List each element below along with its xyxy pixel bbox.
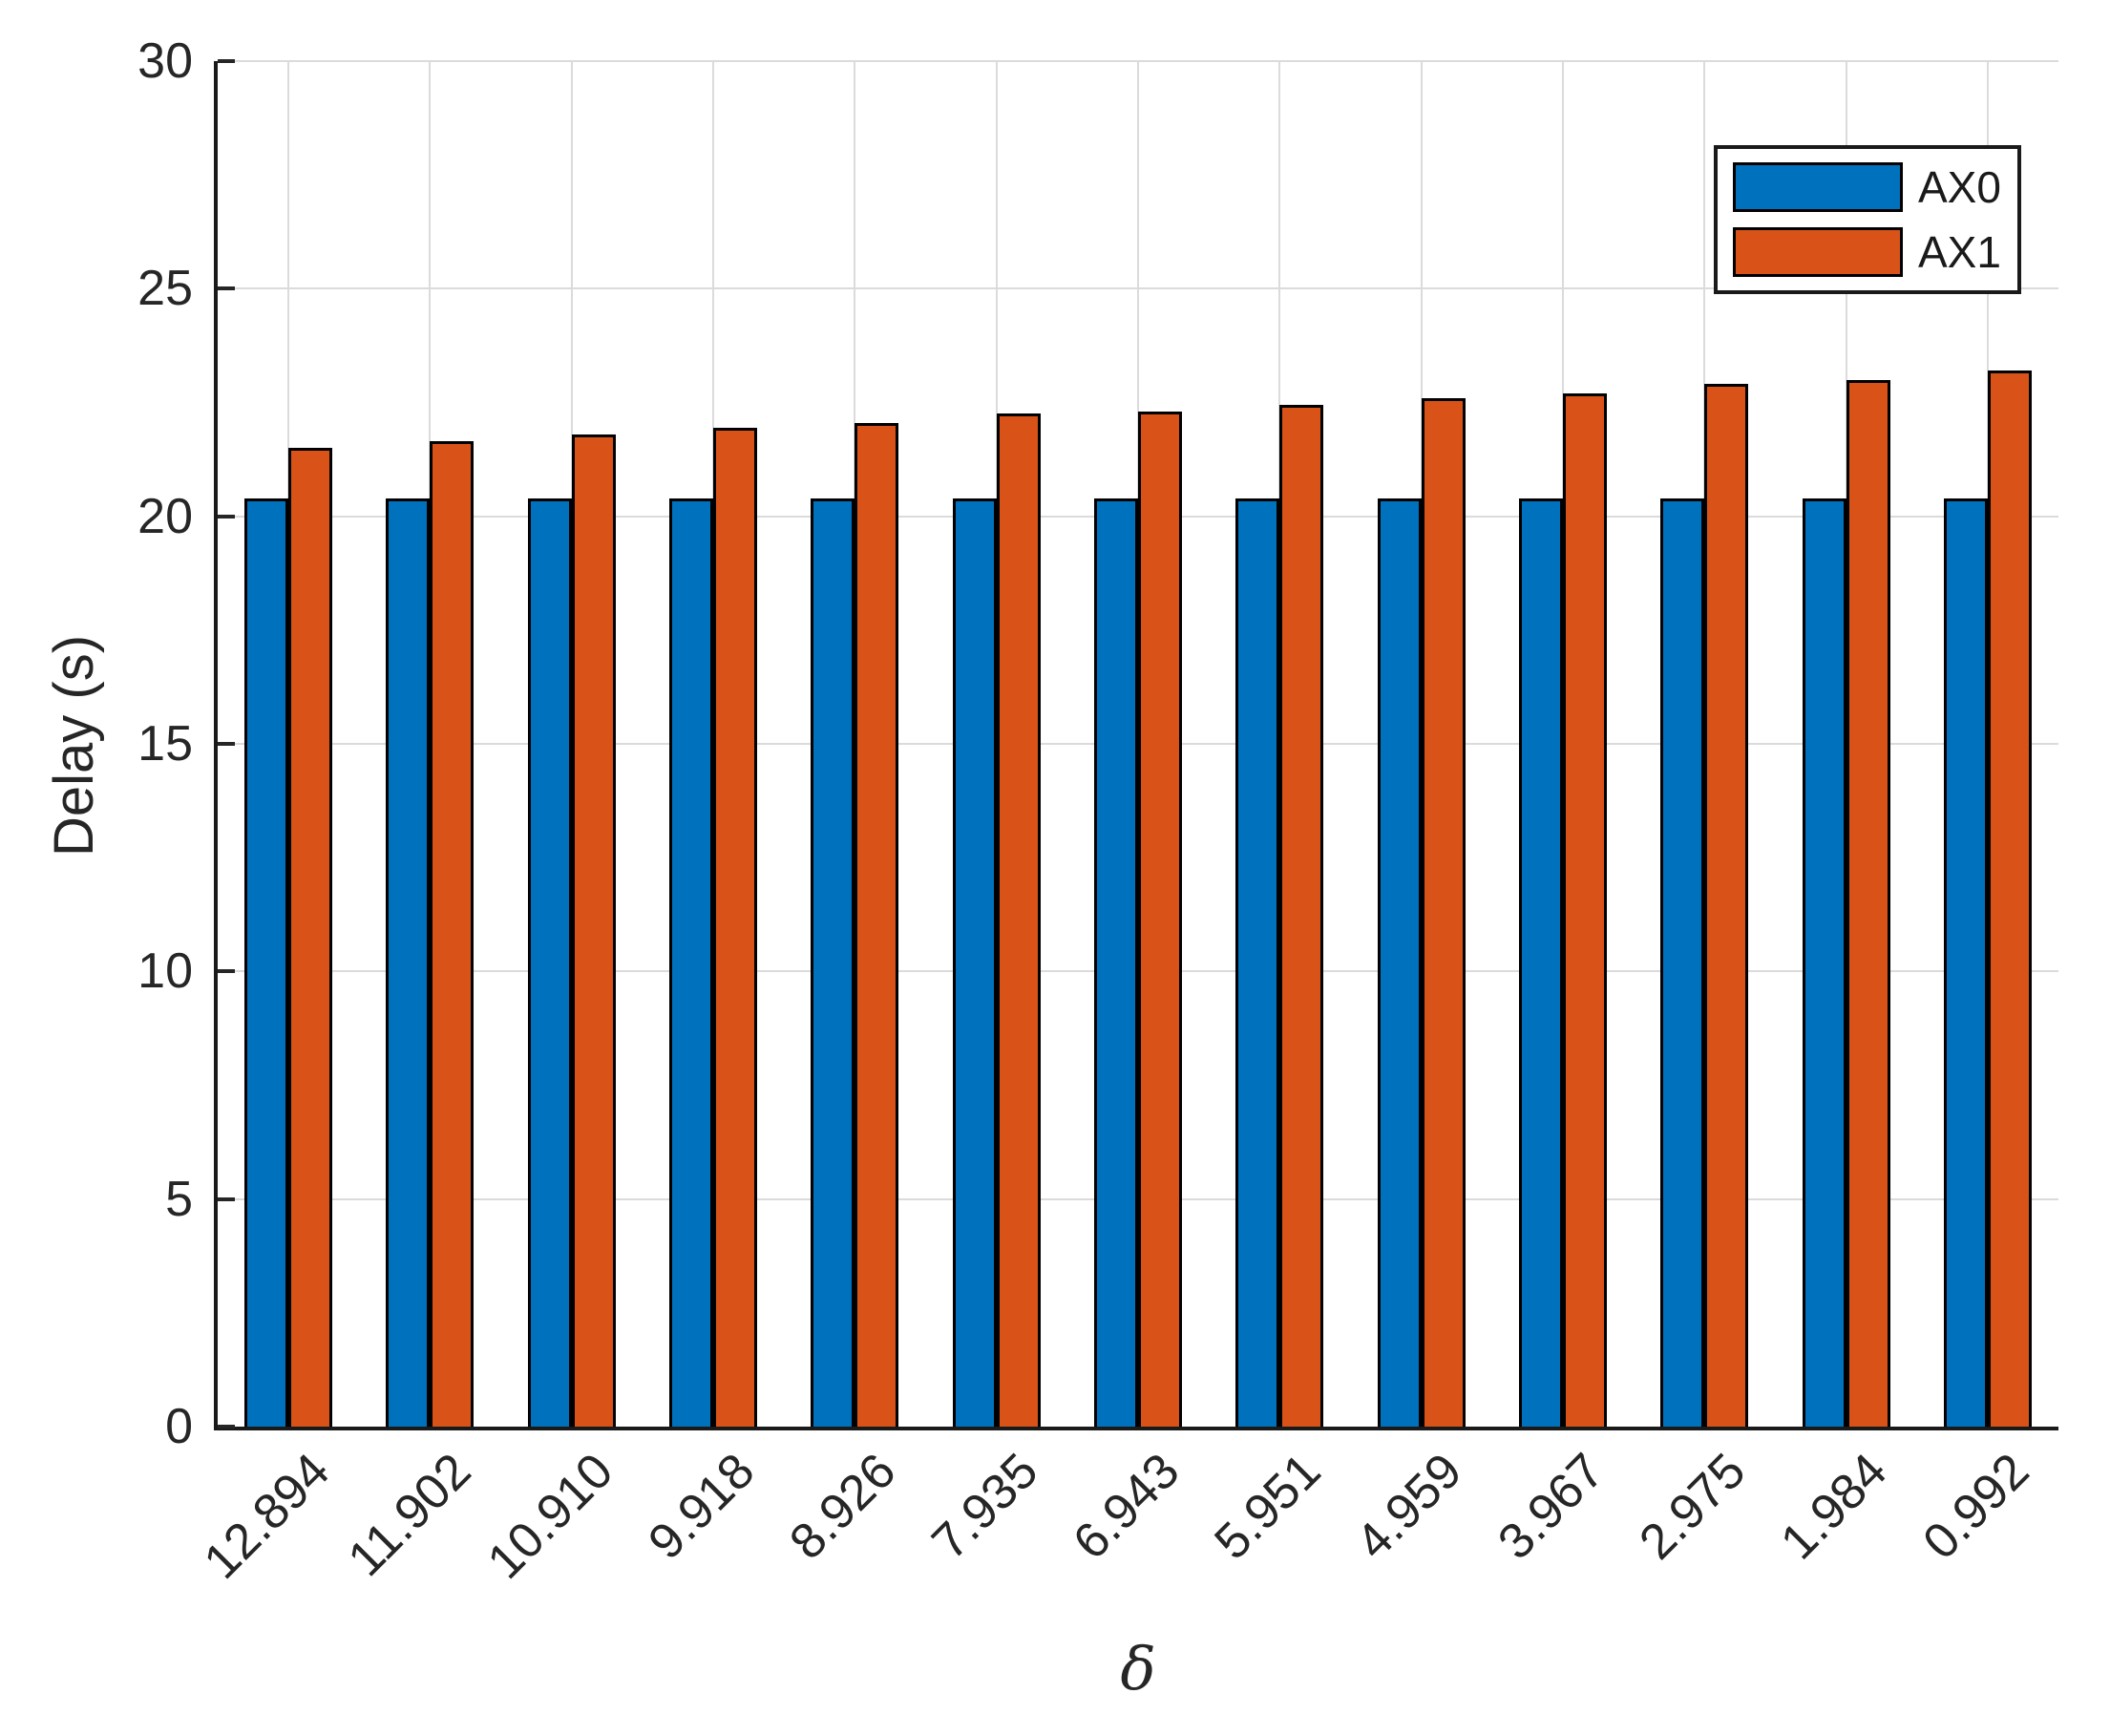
x-tick-label: 1.984 bbox=[1770, 1443, 1898, 1571]
y-tick-mark bbox=[218, 1425, 235, 1429]
y-tick-label: 15 bbox=[137, 716, 193, 772]
y-tick-label: 0 bbox=[165, 1399, 193, 1454]
bar-AX0-1.984 bbox=[1802, 498, 1846, 1427]
legend-label-ax1: AX1 bbox=[1918, 227, 2001, 277]
legend-swatch-ax0 bbox=[1733, 162, 1903, 212]
bar-AX1-5.951 bbox=[1279, 405, 1324, 1427]
x-tick-label: 12.894 bbox=[193, 1443, 341, 1590]
x-tick-label: 11.902 bbox=[338, 1443, 482, 1588]
bar-AX0-6.943 bbox=[1094, 498, 1138, 1427]
x-tick-label: 6.943 bbox=[1063, 1443, 1191, 1571]
legend-label-ax0: AX0 bbox=[1918, 162, 2001, 212]
bar-AX1-7.935 bbox=[996, 413, 1041, 1427]
y-tick-label: 30 bbox=[137, 33, 193, 89]
x-tick-label: 0.992 bbox=[1912, 1443, 2040, 1571]
x-tick-label: 9.918 bbox=[638, 1443, 766, 1571]
legend-swatch-ax1 bbox=[1733, 227, 1903, 277]
bar-AX0-3.967 bbox=[1518, 498, 1563, 1427]
x-axis-line bbox=[214, 1427, 2058, 1430]
y-tick-mark bbox=[218, 59, 235, 63]
x-tick-label: 3.967 bbox=[1488, 1443, 1615, 1571]
bar-AX0-0.992 bbox=[1943, 498, 1988, 1427]
y-tick-mark bbox=[218, 286, 235, 291]
x-tick-label: 4.959 bbox=[1345, 1443, 1473, 1571]
y-tick-label: 25 bbox=[137, 261, 193, 317]
bar-AX1-3.967 bbox=[1562, 393, 1607, 1427]
bar-AX0-4.959 bbox=[1377, 498, 1422, 1427]
bar-AX1-11.902 bbox=[430, 441, 475, 1427]
bar-AX0-2.975 bbox=[1660, 498, 1705, 1427]
legend-entry-ax1: AX1 bbox=[1718, 225, 2017, 279]
bar-AX1-0.992 bbox=[1987, 370, 2032, 1427]
bar-AX1-12.894 bbox=[288, 448, 333, 1427]
y-tick-mark bbox=[218, 969, 235, 974]
y-tick-label: 20 bbox=[137, 488, 193, 544]
x-tick-label: 2.975 bbox=[1629, 1443, 1757, 1571]
y-tick-mark bbox=[218, 742, 235, 746]
bar-AX1-10.910 bbox=[571, 434, 616, 1427]
legend: AX0 AX1 bbox=[1714, 145, 2021, 294]
x-tick-label: 5.951 bbox=[1204, 1443, 1332, 1571]
legend-entry-ax0: AX0 bbox=[1718, 160, 2017, 214]
bar-AX0-7.935 bbox=[952, 498, 997, 1427]
x-tick-label: 7.935 bbox=[920, 1443, 1049, 1571]
bar-AX1-9.918 bbox=[713, 428, 758, 1427]
y-axis-line bbox=[214, 61, 218, 1430]
bar-AX0-5.951 bbox=[1235, 498, 1280, 1427]
y-tick-mark bbox=[218, 1196, 235, 1201]
bar-AX0-12.894 bbox=[244, 498, 289, 1427]
bar-AX0-8.926 bbox=[811, 498, 855, 1427]
bar-AX0-11.902 bbox=[386, 498, 431, 1427]
x-tick-label: 10.910 bbox=[476, 1443, 624, 1590]
bar-AX1-2.975 bbox=[1704, 384, 1749, 1427]
y-tick-label: 5 bbox=[165, 1171, 193, 1227]
bar-AX1-1.984 bbox=[1846, 380, 1890, 1427]
y-tick-label: 10 bbox=[137, 943, 193, 1000]
bar-AX1-6.943 bbox=[1138, 412, 1182, 1427]
bar-AX0-9.918 bbox=[669, 498, 714, 1427]
x-tick-label: 8.926 bbox=[779, 1443, 907, 1571]
bar-AX1-4.959 bbox=[1421, 398, 1466, 1427]
y-tick-mark bbox=[218, 514, 235, 519]
x-axis-label: δ bbox=[1120, 1634, 1156, 1704]
bar-AX0-10.910 bbox=[527, 498, 572, 1427]
bar-AX1-8.926 bbox=[855, 423, 899, 1427]
